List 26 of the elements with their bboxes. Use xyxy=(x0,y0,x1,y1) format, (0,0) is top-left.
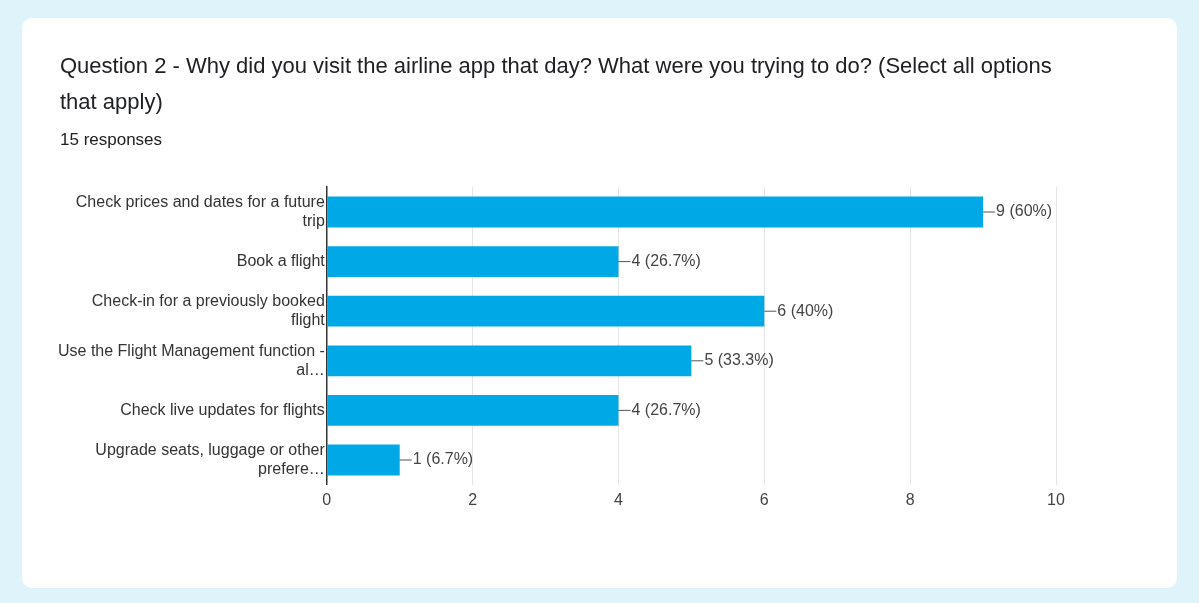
text: 15 responses xyxy=(60,130,164,150)
y-tick-label: Check live updates for flights xyxy=(120,400,325,418)
bar xyxy=(327,444,400,476)
y-tick-label: Check prices and dates for a future trip xyxy=(75,192,325,230)
bar xyxy=(327,246,619,277)
bar xyxy=(327,196,984,228)
x-tick-label: 0 xyxy=(322,490,332,508)
y-tick-label: Upgrade seats, luggage or other prefere… xyxy=(95,440,326,478)
bar xyxy=(327,395,619,426)
data-label: 5 (33.3%) xyxy=(704,351,774,369)
x-tick-label: 2 xyxy=(468,490,478,508)
x-tick-label: 4 xyxy=(614,490,624,508)
x-tick-label: 10 xyxy=(1047,490,1065,508)
y-tick-label: Check-in for a previously booked flight xyxy=(91,292,326,329)
chart-title: Question 2 - Why did you visit the airline app that day? What were you trying to do? (Select all options that apply) xyxy=(60,52,1053,116)
bar xyxy=(327,295,765,327)
y-tick-label: Book a flight xyxy=(236,252,326,270)
y-tick-label: Use the Flight Management function - al… xyxy=(57,341,325,378)
x-tick-label: 6 xyxy=(759,490,769,508)
data-label: 1 (6.7%) xyxy=(412,450,474,468)
data-label: 6 (40%) xyxy=(777,301,834,319)
data-label: 9 (60%) xyxy=(996,202,1053,220)
bar xyxy=(327,345,692,377)
x-tick-label: 8 xyxy=(905,490,915,508)
data-label: 4 (26.7%) xyxy=(631,252,701,270)
data-label: 4 (26.7%) xyxy=(631,400,701,418)
